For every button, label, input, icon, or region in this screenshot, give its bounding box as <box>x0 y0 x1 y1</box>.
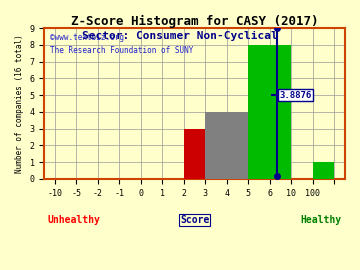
Text: ©www.textbiz.org: ©www.textbiz.org <box>50 33 124 42</box>
Bar <box>184 129 205 179</box>
Text: The Research Foundation of SUNY: The Research Foundation of SUNY <box>50 46 194 55</box>
Text: 3.8876: 3.8876 <box>279 91 312 100</box>
Y-axis label: Number of companies (16 total): Number of companies (16 total) <box>15 34 24 173</box>
Bar <box>248 45 291 179</box>
Bar <box>205 112 248 179</box>
Text: Unhealthy: Unhealthy <box>47 215 100 225</box>
Text: Score: Score <box>180 215 209 225</box>
Text: Sector: Consumer Non-Cyclical: Sector: Consumer Non-Cyclical <box>82 31 278 41</box>
Bar <box>313 162 334 179</box>
Text: Healthy: Healthy <box>301 215 342 225</box>
Title: Z-Score Histogram for CASY (2017): Z-Score Histogram for CASY (2017) <box>71 15 318 28</box>
